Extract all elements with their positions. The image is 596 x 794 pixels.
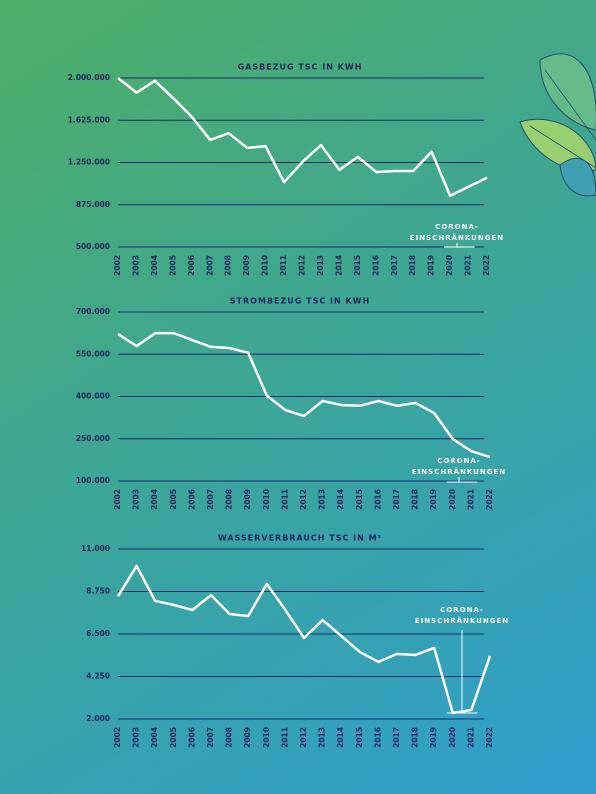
leaf-decoration bbox=[519, 53, 596, 197]
annotation: CORONA- bbox=[435, 223, 479, 231]
x-tick-label: 2011 bbox=[280, 489, 289, 510]
y-tick-label: 700.000 bbox=[76, 307, 110, 316]
x-tick-label: 2020 bbox=[448, 489, 457, 510]
x-tick-label: 2010 bbox=[262, 727, 271, 748]
x-tick-label: 2014 bbox=[336, 727, 345, 748]
x-tick-label: 2016 bbox=[373, 727, 382, 748]
y-tick-label: 550.000 bbox=[76, 349, 110, 358]
x-tick-label: 2017 bbox=[390, 255, 399, 276]
x-tick-label: 2011 bbox=[280, 727, 289, 748]
x-tick-label: 2002 bbox=[113, 727, 122, 748]
x-tick-label: 2016 bbox=[371, 255, 380, 276]
x-tick-label: 2009 bbox=[242, 255, 251, 276]
x-tick-label: 2010 bbox=[261, 255, 270, 276]
x-tick-label: 2010 bbox=[262, 489, 271, 510]
x-tick-label: 2006 bbox=[187, 255, 196, 276]
y-tick-label: 2.000.000 bbox=[68, 73, 110, 82]
chart-title: WASSERVERBRAUCH TSC IN M³ bbox=[218, 534, 382, 543]
y-tick-label: 8.750 bbox=[86, 587, 110, 596]
x-tick-label: 2012 bbox=[298, 255, 307, 276]
annotation: EINSCHRÄNKUNGEN bbox=[412, 467, 506, 476]
x-tick-label: 2011 bbox=[279, 255, 288, 276]
x-tick-label: 2002 bbox=[113, 489, 122, 510]
x-tick-label: 2008 bbox=[224, 255, 233, 276]
y-tick-label: 500.000 bbox=[76, 242, 110, 251]
x-tick-label: 2013 bbox=[318, 489, 327, 510]
x-tick-label: 2014 bbox=[334, 255, 343, 276]
y-tick-label: 100.000 bbox=[76, 476, 110, 485]
y-tick-label: 1.250.000 bbox=[68, 158, 110, 167]
chart-title: STROMBEZUG TSC IN KWH bbox=[230, 297, 370, 306]
x-tick-label: 2022 bbox=[485, 727, 494, 748]
x-tick-label: 2013 bbox=[318, 727, 327, 748]
x-tick-label: 2005 bbox=[169, 727, 178, 748]
x-tick-label: 2018 bbox=[411, 727, 420, 748]
y-tick-label: 250.000 bbox=[76, 434, 110, 443]
x-tick-label: 2004 bbox=[150, 489, 159, 510]
x-tick-label: 2009 bbox=[243, 727, 252, 748]
x-tick-label: 2019 bbox=[427, 255, 436, 276]
y-tick-label: 4.250 bbox=[86, 672, 110, 681]
x-tick-label: 2004 bbox=[150, 727, 159, 748]
x-tick-label: 2012 bbox=[299, 727, 308, 748]
x-tick-label: 2021 bbox=[466, 489, 475, 510]
x-tick-label: 2007 bbox=[205, 255, 214, 276]
x-tick-label: 2013 bbox=[316, 255, 325, 276]
annotation: CORONA- bbox=[440, 606, 484, 614]
annotation: CORONA- bbox=[437, 457, 481, 465]
x-tick-label: 2003 bbox=[132, 489, 141, 510]
x-tick-label: 2006 bbox=[187, 727, 196, 748]
data-line bbox=[116, 564, 492, 715]
chart-title: GASBEZUG TSC IN KWH bbox=[238, 63, 363, 72]
x-tick-label: 2005 bbox=[168, 255, 177, 276]
x-tick-label: 2017 bbox=[392, 727, 401, 748]
x-tick-label: 2020 bbox=[445, 255, 454, 276]
x-tick-label: 2021 bbox=[464, 255, 473, 276]
x-tick-label: 2008 bbox=[225, 727, 234, 748]
x-tick-label: 2007 bbox=[206, 489, 215, 510]
y-tick-label: 1.625.000 bbox=[68, 115, 110, 124]
x-tick-label: 2018 bbox=[408, 255, 417, 276]
annotation: EINSCHRÄNKUNGEN bbox=[415, 616, 509, 625]
x-tick-label: 2002 bbox=[113, 255, 122, 276]
x-tick-label: 2005 bbox=[169, 489, 178, 510]
annotation: EINSCHRÄNKUNGEN bbox=[410, 233, 504, 242]
x-tick-label: 2019 bbox=[429, 727, 438, 748]
y-tick-label: 400.000 bbox=[76, 392, 110, 401]
y-tick-label: 11.000 bbox=[81, 544, 110, 553]
y-tick-label: 2.000 bbox=[86, 714, 110, 723]
x-tick-label: 2016 bbox=[373, 489, 382, 510]
x-tick-label: 2017 bbox=[392, 489, 401, 510]
x-tick-label: 2015 bbox=[355, 489, 364, 510]
x-tick-label: 2019 bbox=[429, 489, 438, 510]
x-tick-label: 2012 bbox=[299, 489, 308, 510]
x-tick-label: 2014 bbox=[336, 489, 345, 510]
data-line bbox=[117, 331, 491, 459]
y-tick-label: 875.000 bbox=[76, 200, 110, 209]
x-tick-label: 2003 bbox=[131, 255, 140, 276]
x-tick-label: 2008 bbox=[225, 489, 234, 510]
y-tick-label: 6.500 bbox=[86, 629, 110, 638]
x-tick-label: 2004 bbox=[150, 255, 159, 276]
x-tick-label: 2003 bbox=[132, 727, 141, 748]
data-line bbox=[117, 77, 488, 197]
x-tick-label: 2015 bbox=[353, 255, 362, 276]
x-tick-label: 2015 bbox=[355, 727, 364, 748]
x-tick-label: 2022 bbox=[482, 255, 491, 276]
x-tick-label: 2020 bbox=[448, 727, 457, 748]
x-tick-label: 2022 bbox=[485, 489, 494, 510]
x-tick-label: 2007 bbox=[206, 727, 215, 748]
x-tick-label: 2009 bbox=[243, 489, 252, 510]
x-tick-label: 2006 bbox=[187, 489, 196, 510]
x-tick-label: 2021 bbox=[466, 727, 475, 748]
x-tick-label: 2018 bbox=[411, 489, 420, 510]
